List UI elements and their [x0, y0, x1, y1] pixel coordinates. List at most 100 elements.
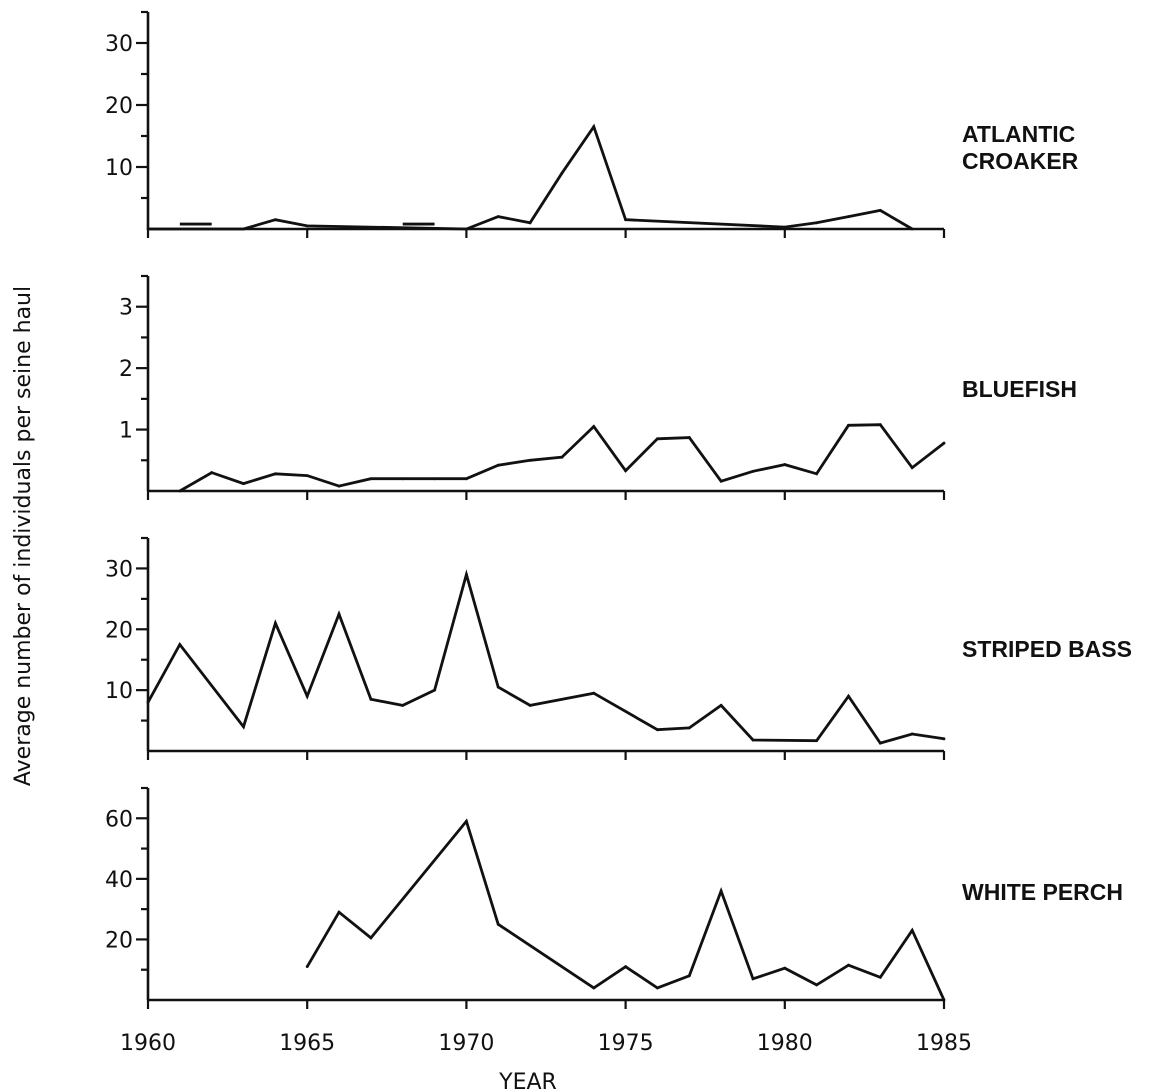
- data-point: [751, 977, 755, 981]
- data-point: [305, 224, 309, 228]
- data-point: [815, 472, 819, 476]
- panel-label: WHITE PERCH: [962, 879, 1123, 905]
- data-point: [465, 819, 468, 823]
- y-axis-title: Average number of individuals per seine …: [11, 286, 36, 786]
- data-point: [878, 975, 882, 979]
- data-point: [751, 469, 755, 473]
- data-point: [433, 688, 436, 692]
- data-point: [687, 436, 691, 439]
- data-point: [273, 472, 277, 476]
- data-point: [305, 474, 309, 478]
- data-point: [178, 489, 182, 493]
- data-point: [242, 725, 245, 729]
- data-point: [528, 703, 532, 707]
- data-point: [942, 998, 946, 1002]
- data-point: [719, 889, 723, 893]
- data-point: [337, 484, 341, 488]
- data-point: [847, 215, 850, 219]
- y-tick-label: 60: [105, 807, 133, 832]
- data-point: [847, 423, 850, 427]
- data-point: [369, 477, 373, 481]
- panel-label: ATLANTIC: [962, 121, 1075, 147]
- y-tick-label: 20: [105, 618, 133, 643]
- panel-label: BLUEFISH: [962, 376, 1077, 402]
- data-point: [624, 965, 627, 969]
- chart-panel: 20 40 60 WHITE PERCH: [105, 786, 1123, 1009]
- data-point: [496, 463, 500, 467]
- y-tick-label: 30: [105, 32, 133, 57]
- x-tick-label: 1970: [438, 1031, 494, 1056]
- data-point: [783, 463, 787, 466]
- y-tick-label: 10: [105, 679, 133, 704]
- data-point: [496, 922, 500, 926]
- data-point: [178, 643, 182, 646]
- series-line: [305, 818, 946, 1001]
- data-point: [910, 928, 914, 932]
- data-point: [369, 697, 373, 701]
- data-point: [273, 621, 277, 625]
- y-tick-label: 3: [119, 296, 133, 321]
- x-tick-label: 1960: [120, 1031, 176, 1056]
- panel-label: STRIPED BASS: [962, 636, 1132, 662]
- data-point: [337, 910, 341, 914]
- data-point: [433, 477, 436, 481]
- data-point: [560, 171, 564, 175]
- data-point: [910, 227, 914, 231]
- x-axis-title: YEAR: [498, 1070, 557, 1092]
- data-point: [847, 694, 850, 698]
- data-point: [146, 700, 150, 704]
- data-point: [592, 986, 596, 990]
- y-tick-label: 20: [105, 94, 133, 119]
- y-tick-label: 2: [119, 357, 133, 382]
- data-point: [592, 125, 596, 129]
- data-point: [624, 469, 627, 473]
- data-point: [305, 965, 309, 969]
- data-point: [656, 437, 659, 441]
- data-point: [401, 703, 405, 707]
- data-point: [592, 691, 596, 695]
- data-point: [592, 425, 596, 428]
- data-point: [560, 455, 564, 459]
- y-tick-label: 30: [105, 557, 133, 582]
- data-point: [273, 218, 277, 222]
- data-point: [496, 215, 500, 219]
- data-point: [496, 685, 500, 689]
- data-point: [687, 726, 691, 730]
- series-line: [148, 123, 913, 231]
- data-point: [942, 441, 946, 445]
- data-point: [401, 477, 405, 481]
- data-point: [528, 458, 532, 462]
- data-point: [465, 477, 468, 481]
- data-point: [242, 227, 245, 231]
- y-tick-label: 10: [105, 156, 133, 181]
- chart-panel: 1 2 3 BLUEFISH: [119, 274, 1077, 500]
- data-point: [878, 741, 882, 745]
- data-point: [528, 221, 532, 225]
- data-point: [687, 974, 691, 978]
- y-tick-label: 40: [105, 868, 133, 893]
- data-point: [719, 479, 723, 483]
- x-axis-tick-labels: 1960 1965 1970 1975 1980 1985: [120, 1031, 972, 1056]
- data-point: [942, 737, 946, 741]
- data-point: [878, 209, 882, 212]
- y-tick-label: 20: [105, 928, 133, 953]
- data-point: [815, 983, 819, 987]
- data-point: [465, 573, 468, 576]
- data-point: [656, 986, 659, 990]
- data-point: [656, 728, 659, 732]
- panel-label: CROAKER: [962, 148, 1079, 174]
- data-point: [878, 423, 882, 427]
- data-point: [783, 225, 787, 229]
- data-point: [847, 963, 850, 967]
- x-tick-label: 1965: [279, 1031, 335, 1056]
- y-tick-label: 1: [119, 419, 133, 444]
- data-point: [815, 221, 819, 225]
- data-point: [624, 218, 627, 222]
- data-point: [719, 703, 723, 707]
- data-point: [242, 482, 245, 486]
- data-point: [305, 694, 309, 698]
- data-point: [210, 471, 214, 474]
- data-point: [783, 966, 787, 970]
